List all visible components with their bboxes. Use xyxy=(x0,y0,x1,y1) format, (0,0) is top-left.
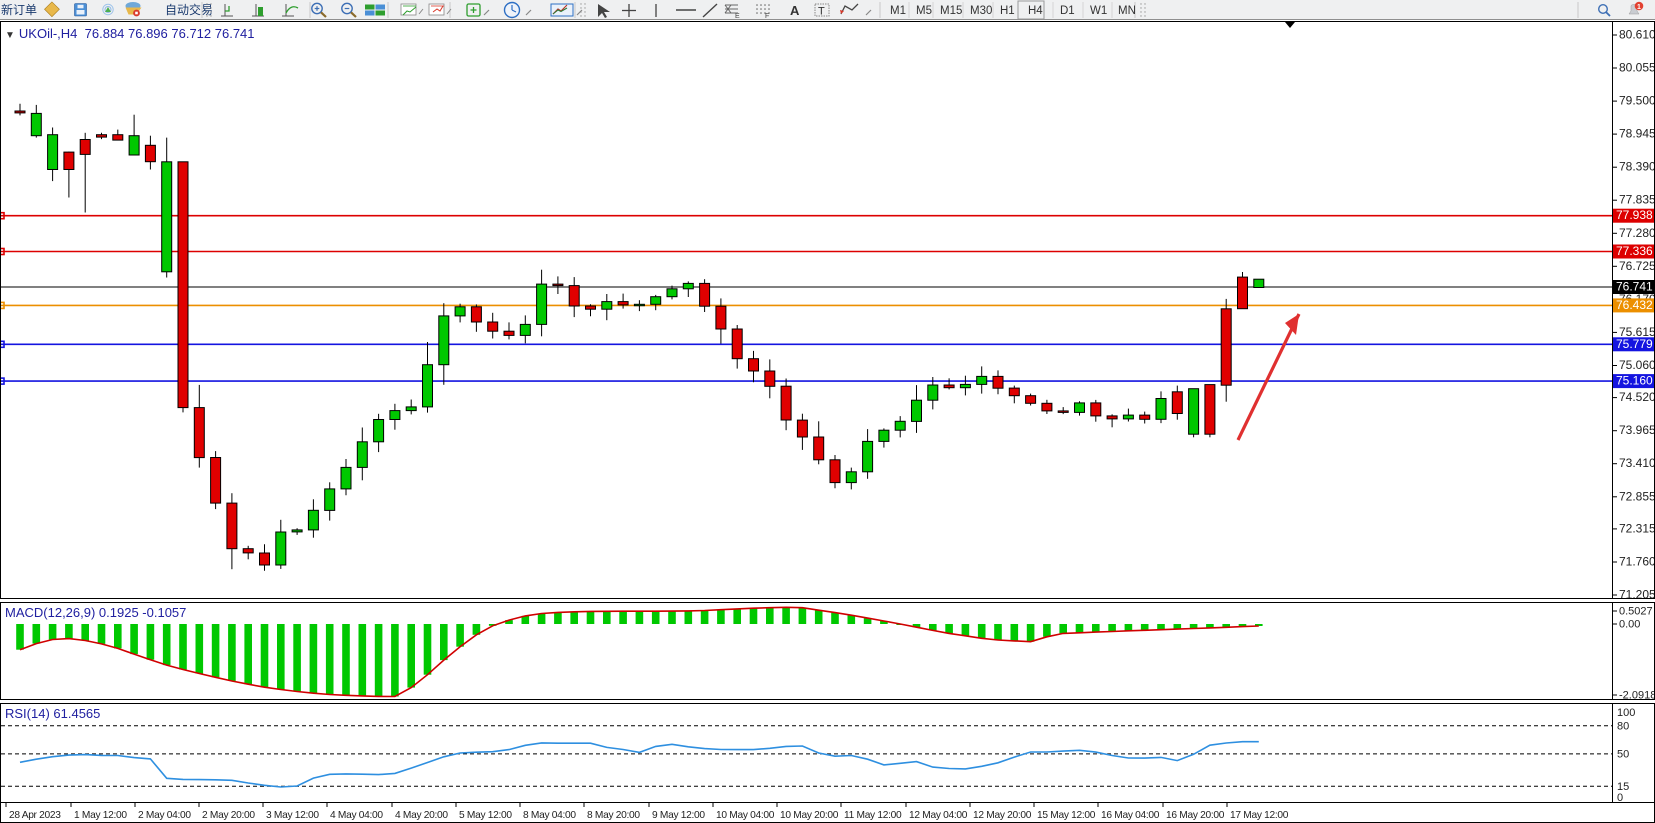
svg-text:M15: M15 xyxy=(940,5,962,17)
svg-text:71.205: 71.205 xyxy=(1619,588,1655,600)
svg-text:W1: W1 xyxy=(1090,5,1107,17)
svg-text:8 May 04:00: 8 May 04:00 xyxy=(523,810,576,821)
svg-text:100: 100 xyxy=(1617,707,1635,719)
svg-text:50: 50 xyxy=(1617,749,1629,761)
svg-text:4 May 20:00: 4 May 20:00 xyxy=(395,810,448,821)
svg-text:-2.0918: -2.0918 xyxy=(1619,690,1655,701)
svg-text:10 May 04:00: 10 May 04:00 xyxy=(716,810,775,821)
svg-text:D1: D1 xyxy=(1060,5,1075,17)
svg-text:M30: M30 xyxy=(970,5,992,17)
svg-text:77.835: 77.835 xyxy=(1619,193,1655,207)
svg-text:MN: MN xyxy=(1118,5,1136,17)
svg-text:74.520: 74.520 xyxy=(1619,390,1655,404)
svg-text:77.938: 77.938 xyxy=(1616,208,1653,222)
svg-text:H1: H1 xyxy=(1000,5,1015,17)
svg-text:M1: M1 xyxy=(890,5,906,17)
svg-text:F: F xyxy=(765,13,769,20)
svg-text:15: 15 xyxy=(1617,781,1629,793)
svg-text:新订单: 新订单 xyxy=(1,2,37,17)
svg-text:15 May 12:00: 15 May 12:00 xyxy=(1037,810,1096,821)
svg-text:12 May 04:00: 12 May 04:00 xyxy=(909,810,968,821)
svg-text:80: 80 xyxy=(1617,721,1629,733)
svg-text:73.965: 73.965 xyxy=(1619,423,1655,437)
svg-text:76.432: 76.432 xyxy=(1616,298,1653,312)
svg-text:9 May 12:00: 9 May 12:00 xyxy=(652,810,705,821)
svg-text:71.760: 71.760 xyxy=(1619,555,1655,569)
svg-text:A: A xyxy=(790,3,800,18)
svg-text:17 May 12:00: 17 May 12:00 xyxy=(1230,810,1289,821)
svg-text:3 May 12:00: 3 May 12:00 xyxy=(266,810,319,821)
svg-text:73.410: 73.410 xyxy=(1619,456,1655,470)
svg-text:16 May 04:00: 16 May 04:00 xyxy=(1101,810,1160,821)
svg-text:76.725: 76.725 xyxy=(1619,259,1655,273)
svg-text:自动交易: 自动交易 xyxy=(165,2,213,17)
svg-text:16 May 20:00: 16 May 20:00 xyxy=(1166,810,1225,821)
svg-text:8 May 20:00: 8 May 20:00 xyxy=(587,810,640,821)
svg-text:75.160: 75.160 xyxy=(1616,374,1653,388)
svg-text:E: E xyxy=(735,13,740,20)
svg-text:72.855: 72.855 xyxy=(1619,489,1655,503)
svg-text:80.610: 80.610 xyxy=(1619,28,1655,42)
svg-text:M5: M5 xyxy=(916,5,932,17)
svg-text:72.315: 72.315 xyxy=(1619,521,1655,535)
svg-text:1: 1 xyxy=(1637,4,1641,11)
svg-text:75.779: 75.779 xyxy=(1616,337,1653,351)
svg-text:76.741: 76.741 xyxy=(1616,280,1653,294)
svg-text:2 May 04:00: 2 May 04:00 xyxy=(138,810,191,821)
svg-text:28 Apr 2023: 28 Apr 2023 xyxy=(9,810,61,821)
svg-text:80.055: 80.055 xyxy=(1619,61,1655,75)
svg-text:1 May 12:00: 1 May 12:00 xyxy=(74,810,127,821)
svg-text:2 May 20:00: 2 May 20:00 xyxy=(202,810,255,821)
svg-text:77.336: 77.336 xyxy=(1616,244,1653,258)
svg-text:0.00: 0.00 xyxy=(1619,619,1640,631)
svg-text:T: T xyxy=(818,6,825,18)
svg-text:12 May 20:00: 12 May 20:00 xyxy=(973,810,1032,821)
svg-text:4 May 04:00: 4 May 04:00 xyxy=(330,810,383,821)
svg-text:75.060: 75.060 xyxy=(1619,358,1655,372)
svg-text:11 May 12:00: 11 May 12:00 xyxy=(844,810,902,821)
svg-text:77.280: 77.280 xyxy=(1619,226,1655,240)
svg-text:79.500: 79.500 xyxy=(1619,94,1655,108)
svg-text:0.5027: 0.5027 xyxy=(1619,606,1653,618)
svg-text:H4: H4 xyxy=(1028,5,1043,17)
svg-text:78.945: 78.945 xyxy=(1619,127,1655,141)
svg-text:5 May 12:00: 5 May 12:00 xyxy=(459,810,512,821)
svg-text:10 May 20:00: 10 May 20:00 xyxy=(780,810,839,821)
svg-text:78.390: 78.390 xyxy=(1619,160,1655,174)
svg-text:0: 0 xyxy=(1617,792,1623,803)
